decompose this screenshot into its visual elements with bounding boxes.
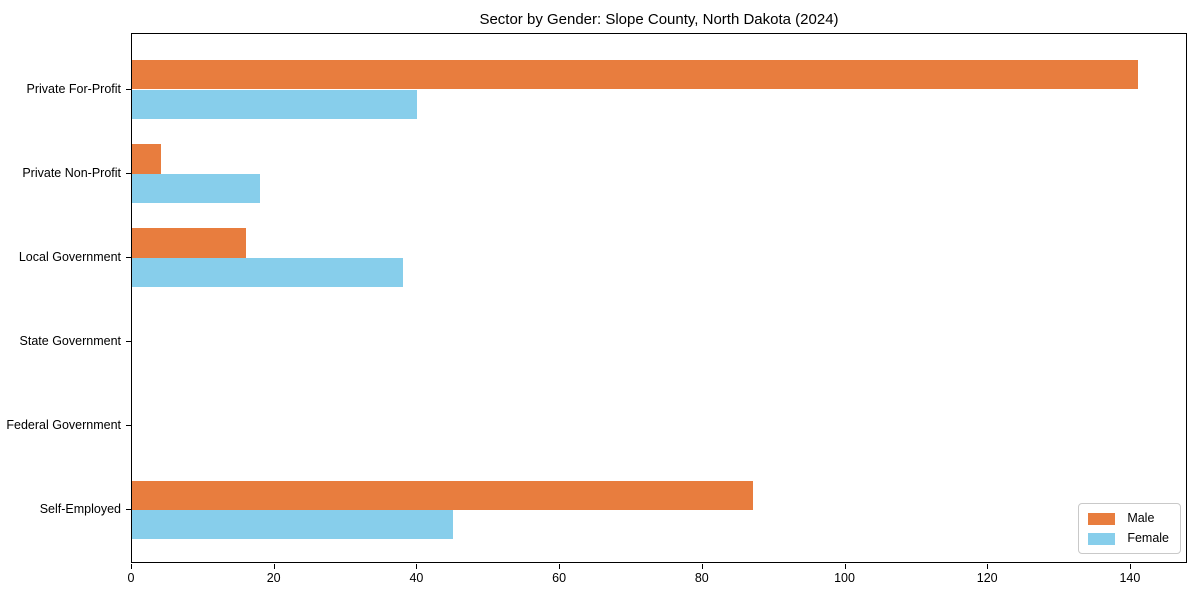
bar-local-government-female: [132, 257, 404, 288]
legend-swatch-female: [1088, 532, 1116, 545]
legend-entry-female: Female: [1088, 532, 1169, 545]
x-axis-tick: [1129, 564, 1131, 569]
x-axis-tick: [701, 564, 703, 569]
x-tick-label: 60: [552, 571, 567, 585]
bar-private-for-profit-male: [132, 60, 1139, 90]
legend-label: Female: [1127, 531, 1169, 545]
bar-private-non-profit-male: [132, 144, 161, 174]
plot-area: Male Female: [131, 33, 1187, 563]
y-axis-tick: [126, 256, 131, 258]
y-axis-tick: [126, 88, 131, 90]
bar-private-non-profit-female: [132, 173, 261, 203]
x-axis-tick: [844, 564, 846, 569]
bar-local-government-male: [132, 228, 247, 258]
bar-private-for-profit-female: [132, 89, 418, 119]
y-axis-tick: [126, 509, 131, 510]
x-tick-label: 80: [694, 571, 709, 585]
legend-label: Male: [1127, 511, 1155, 525]
y-tick-label: Self-Employed: [39, 502, 121, 516]
y-axis-tick: [126, 424, 131, 426]
x-tick-label: 140: [1119, 571, 1141, 585]
legend-entry-male: Male: [1088, 512, 1169, 525]
y-tick-label: Private For-Profit: [26, 81, 121, 96]
x-axis-tick: [987, 564, 989, 569]
y-axis-tick: [126, 340, 131, 342]
chart-title: Sector by Gender: Slope County, North Da…: [479, 11, 839, 28]
legend: Male Female: [1078, 503, 1181, 554]
x-axis-tick: [559, 564, 561, 569]
y-tick-label: Local Government: [18, 249, 121, 264]
legend-swatch-male: [1088, 512, 1116, 525]
bar-self-employed-male: [132, 480, 753, 510]
y-tick-label: Private Non-Profit: [22, 165, 121, 180]
y-tick-label: State Government: [19, 333, 121, 348]
y-axis-tick: [126, 172, 131, 174]
y-tick-label: Federal Government: [6, 417, 121, 432]
x-tick-label: 120: [976, 571, 998, 585]
x-tick-label: 0: [127, 571, 135, 585]
bar-self-employed-female: [132, 510, 454, 540]
x-axis-tick: [416, 564, 418, 569]
x-tick-label: 100: [834, 571, 855, 585]
x-axis-tick: [273, 564, 275, 569]
x-tick-label: 40: [409, 571, 424, 585]
x-tick-label: 20: [266, 571, 281, 585]
x-axis-tick: [131, 564, 132, 569]
